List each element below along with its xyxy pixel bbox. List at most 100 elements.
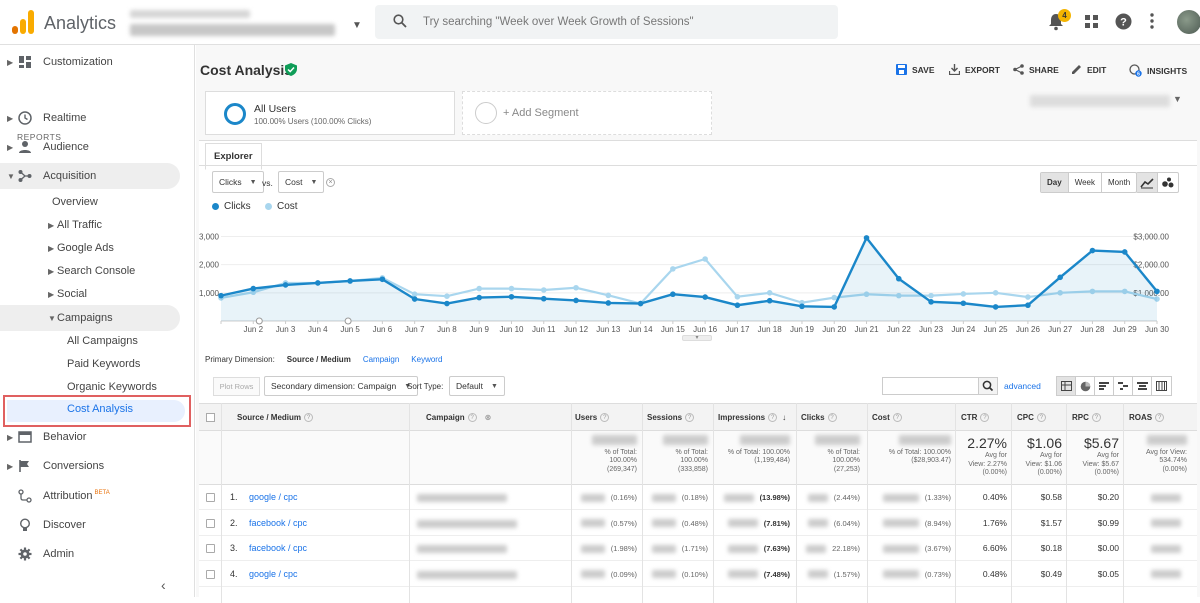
edit-button[interactable]: EDIT [1071, 64, 1106, 75]
avatar[interactable] [1177, 10, 1200, 34]
comparison-view-icon[interactable] [1114, 377, 1133, 395]
primary-dimension-campaign-link[interactable]: Campaign [362, 355, 400, 364]
pie-view-icon[interactable] [1076, 377, 1095, 395]
col-campaign[interactable]: Campaign? ⊗ [426, 413, 492, 423]
add-segment-button[interactable]: + Add Segment [462, 91, 712, 135]
row-checkbox[interactable] [206, 569, 215, 579]
date-range-caret-icon[interactable]: ▼ [1173, 94, 1182, 104]
week-button[interactable]: Week [1069, 173, 1102, 192]
primary-dimension-keyword-link[interactable]: Keyword [411, 355, 443, 364]
row-checkbox[interactable] [206, 518, 215, 528]
sidebar-item-social[interactable]: ▶ Social [0, 281, 180, 307]
sidebar-item-organic-keywords[interactable]: Organic Keywords [0, 374, 180, 400]
sort-type-select[interactable]: Default ▼ [449, 376, 505, 396]
sidebar-item-cost-analysis[interactable]: Cost Analysis [3, 395, 191, 427]
sidebar-item-all-traffic[interactable]: ▶ All Traffic [0, 212, 180, 238]
legend-cost: Cost [265, 201, 298, 212]
source-medium-link[interactable]: facebook / cpc [249, 517, 308, 528]
source-medium-link[interactable]: facebook / cpc [249, 543, 308, 553]
performance-view-icon[interactable] [1095, 377, 1114, 395]
sidebar-item-discover[interactable]: Discover [0, 512, 180, 538]
col-sessions[interactable]: Sessions? [647, 413, 695, 423]
remove-metric-icon[interactable]: × [326, 178, 335, 187]
secondary-dimension-select[interactable]: Secondary dimension: Campaign ▼ [264, 376, 419, 396]
day-button[interactable]: Day [1041, 173, 1069, 192]
segment-all-users[interactable]: All Users 100.00% Users (100.00% Clicks) [205, 91, 455, 135]
metric1-select[interactable]: Clicks ▼ [212, 171, 264, 193]
cost-point [540, 287, 547, 293]
cost-point [444, 293, 450, 299]
col-impressions[interactable]: Impressions? ↓ [718, 413, 786, 423]
share-button[interactable]: SHARE [1013, 64, 1059, 75]
source-medium-link[interactable]: google / cpc [249, 568, 298, 579]
table-row: 3. facebook / cpc (1.98%) (1.71%) (7.63%) 22.… [199, 536, 1197, 561]
sidebar-item-realtime[interactable]: ▶ Realtime [0, 105, 180, 131]
blurred-value [1151, 519, 1181, 528]
account-selector[interactable] [130, 8, 340, 38]
rpc-value: $0.99 [1097, 517, 1119, 528]
x-tick-label: Jun 29 [1113, 325, 1138, 334]
col-cpc[interactable]: CPC? [1017, 413, 1046, 423]
col-rpc[interactable]: RPC? [1072, 413, 1101, 423]
select-all-checkbox[interactable] [206, 413, 215, 422]
more-vert-icon[interactable] [1150, 13, 1170, 33]
sidebar-item-paid-keywords[interactable]: Paid Keywords [0, 351, 180, 377]
insights-button[interactable]: 6 INSIGHTS [1129, 64, 1187, 77]
blurred-value [882, 493, 919, 502]
sidebar-item-acquisition[interactable]: ▼ Acquisition [0, 163, 180, 189]
sidebar-item-campaigns[interactable]: ▼ Campaigns [0, 305, 180, 331]
cell: (8.94%) [882, 518, 951, 528]
advanced-filter-link[interactable]: advanced [1004, 381, 1041, 391]
help-icon: ? [600, 413, 610, 423]
sidebar-item-label: Social [57, 288, 87, 300]
help-icon[interactable]: ? [1115, 13, 1135, 33]
source-medium-link[interactable]: google / cpc [249, 492, 298, 502]
save-button[interactable]: SAVE [896, 64, 935, 75]
col-source-medium[interactable]: Source / Medium? [237, 413, 314, 423]
remove-secondary-dimension-icon[interactable]: ⊗ [484, 413, 492, 422]
expand-arrow-icon: ▶ [7, 461, 14, 471]
metric2-select[interactable]: Cost ▼ [278, 171, 325, 193]
col-users[interactable]: Users? [575, 413, 610, 423]
search-box[interactable]: Try searching "Week over Week Growth of … [375, 5, 838, 39]
apps-grid-icon[interactable] [1085, 15, 1105, 35]
chevron-down-icon: ▼ [404, 382, 412, 390]
cpc-value: $1.57 [1040, 517, 1062, 528]
row-checkbox[interactable] [206, 544, 215, 553]
analytics-logo-icon[interactable] [12, 10, 34, 34]
sidebar-item-customization[interactable]: ▶ Customization [0, 49, 180, 75]
sidebar-item-conversions[interactable]: ▶ Conversions [0, 453, 180, 479]
col-roas[interactable]: ROAS? [1129, 413, 1165, 423]
plot-rows-button[interactable]: Plot Rows [213, 377, 260, 396]
motion-chart-icon[interactable] [1158, 173, 1178, 192]
column-header-label: Users [575, 413, 598, 422]
col-clicks[interactable]: Clicks? [801, 413, 837, 423]
x-tick-label: Jun 8 [437, 325, 457, 334]
sidebar-item-behavior[interactable]: ▶ Behavior [0, 424, 180, 450]
collapse-sidebar-icon[interactable]: ‹ [161, 577, 166, 593]
chart-resize-handle[interactable]: ▾ [682, 335, 712, 341]
blurred-value [580, 544, 605, 553]
notifications-bell-icon[interactable]: 4 [1048, 9, 1071, 33]
sidebar-item-search-console[interactable]: ▶ Search Console [0, 258, 180, 284]
sidebar-item-all-campaigns[interactable]: All Campaigns [0, 328, 180, 354]
sidebar-item-overview[interactable]: Overview [0, 189, 180, 215]
cell [1151, 569, 1187, 579]
table-search-button[interactable] [978, 377, 998, 395]
row-checkbox[interactable] [206, 493, 215, 502]
sidebar-item-google-ads[interactable]: ▶ Google Ads [0, 235, 180, 261]
sidebar-item-audience[interactable]: ▶ Audience [0, 134, 180, 160]
total-text: (1,199,484) [754, 457, 790, 464]
pivot-view-icon[interactable] [1152, 377, 1171, 395]
sidebar-item-admin[interactable]: Admin [0, 541, 180, 567]
col-cost[interactable]: Cost? [872, 413, 902, 423]
sidebar-item-attribution[interactable]: Attribution BETA [0, 483, 180, 509]
account-caret-icon[interactable]: ▼ [352, 20, 362, 31]
term-cloud-view-icon[interactable] [1133, 377, 1152, 395]
date-range-picker[interactable] [1030, 95, 1170, 107]
line-chart-icon[interactable] [1137, 173, 1158, 192]
export-button[interactable]: EXPORT [949, 64, 1000, 75]
table-view-icon[interactable] [1057, 377, 1076, 395]
col-ctr[interactable]: CTR? [961, 413, 990, 423]
month-button[interactable]: Month [1108, 178, 1131, 187]
